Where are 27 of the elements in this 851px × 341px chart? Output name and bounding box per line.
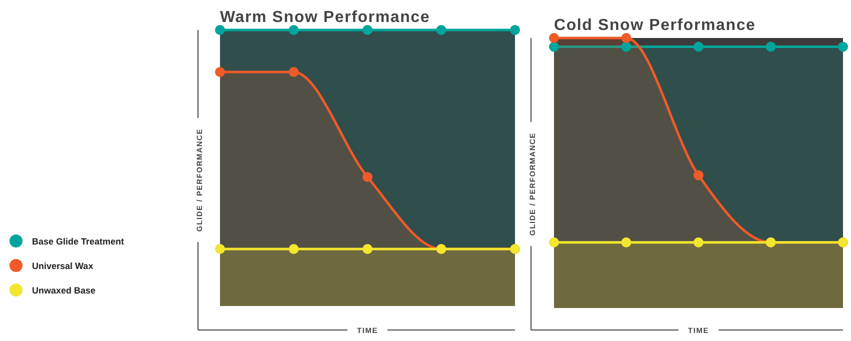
- point: [215, 25, 225, 35]
- point: [549, 33, 559, 43]
- chart-title: Warm Snow Performance: [220, 9, 430, 26]
- point: [362, 25, 372, 35]
- point: [694, 170, 704, 180]
- chart-title: Cold Snow Performance: [554, 17, 756, 34]
- point: [621, 33, 632, 43]
- legend-label: Unwaxed Base: [32, 286, 96, 296]
- point: [766, 42, 776, 52]
- point: [362, 172, 372, 182]
- point: [362, 244, 372, 254]
- point: [838, 42, 848, 52]
- point: [288, 25, 299, 35]
- legend-label: Base Glide Treatment: [32, 236, 124, 246]
- point: [621, 237, 632, 248]
- point: [694, 42, 704, 52]
- point: [549, 42, 559, 52]
- point: [694, 237, 704, 248]
- point: [621, 42, 632, 52]
- point: [288, 67, 299, 77]
- legend-label: Universal Wax: [32, 261, 94, 271]
- point: [288, 244, 299, 254]
- point: [436, 25, 446, 35]
- point: [215, 67, 225, 77]
- point: [510, 25, 520, 35]
- point: [215, 244, 225, 254]
- point: [549, 237, 559, 248]
